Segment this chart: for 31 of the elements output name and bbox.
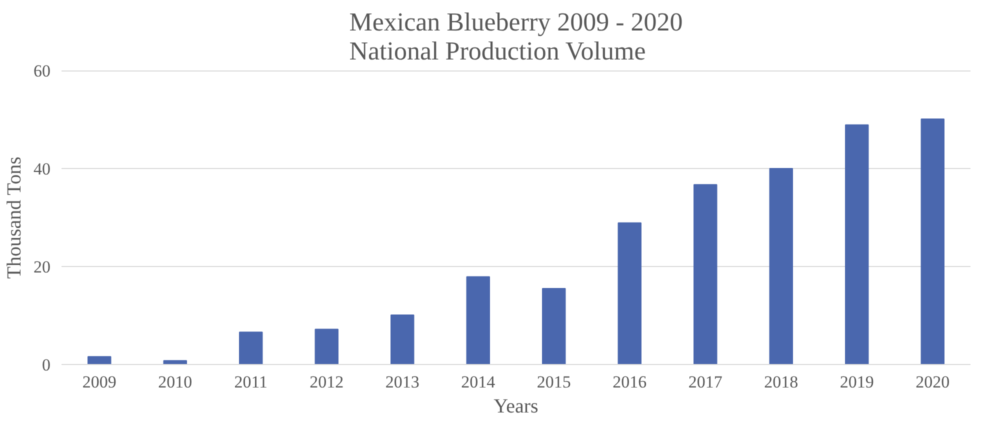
bar (163, 360, 187, 364)
bar (390, 314, 414, 364)
y-tick-label: 20 (34, 258, 50, 276)
x-tick-label: 2018 (764, 372, 798, 392)
x-tick-label: 2016 (612, 372, 647, 392)
bar (618, 222, 642, 364)
x-tick-label: 2019 (840, 372, 874, 392)
bar (769, 168, 793, 364)
bar (88, 356, 112, 364)
chart-title: Mexican Blueberry 2009 - 2020 National Production Volume (349, 8, 683, 66)
bar (694, 184, 718, 364)
x-tick-label: 2020 (916, 372, 950, 392)
x-tick-label: 2012 (310, 372, 344, 392)
bar (845, 124, 869, 364)
bar (920, 118, 944, 364)
x-tick-label: 2011 (234, 372, 268, 392)
y-axis-title: Thousand Tons (4, 156, 26, 279)
x-tick-label: 2015 (536, 372, 571, 392)
x-tick-label: 2010 (158, 372, 192, 392)
y-tick-label: 60 (34, 62, 50, 80)
bar (542, 288, 566, 364)
x-axis-title: Years (494, 396, 539, 418)
x-tick-label: 2014 (461, 372, 496, 392)
y-tick-label: 0 (42, 356, 50, 374)
x-tick-label: 2009 (82, 372, 116, 392)
bar (314, 328, 338, 364)
y-tick-label: 40 (34, 160, 50, 178)
x-tick-label: 2017 (688, 372, 723, 392)
bar (466, 276, 490, 364)
bar (239, 332, 263, 364)
x-tick-label: 2013 (385, 372, 420, 392)
